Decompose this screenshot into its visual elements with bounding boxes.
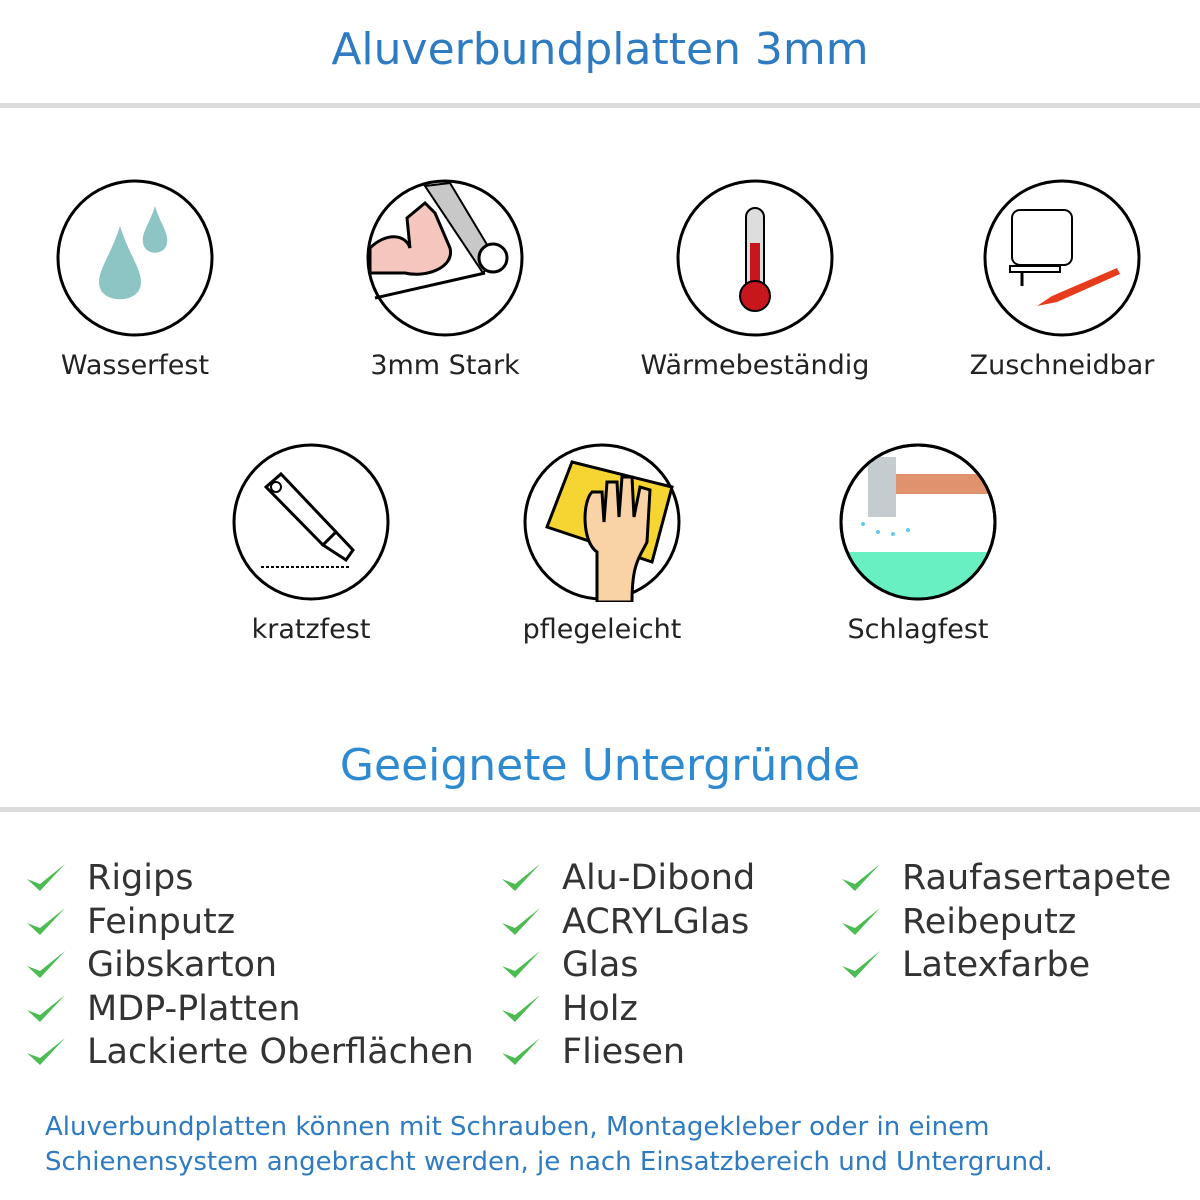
checkmark-icon bbox=[27, 951, 65, 978]
hand-cloth-icon bbox=[523, 443, 681, 602]
checkmark-icon bbox=[502, 907, 540, 935]
surface-label: Fliesen bbox=[562, 1032, 686, 1072]
feature-label: Wasserfest bbox=[60, 350, 210, 381]
feature-wasserfest: Wasserfest bbox=[5, 178, 265, 381]
checkmark-icon bbox=[842, 951, 880, 978]
surface-label: Latexfarbe bbox=[902, 945, 1091, 985]
feature-zuschneidbar: Zuschneidbar bbox=[932, 178, 1192, 381]
feature-label: Schlagfest bbox=[847, 614, 989, 645]
surface-label: ACRYLGlas bbox=[562, 901, 750, 942]
hammer-icon bbox=[839, 443, 997, 601]
divider bbox=[0, 807, 1200, 812]
surface-label: Feinputz bbox=[87, 901, 236, 942]
checkmark-icon bbox=[502, 951, 540, 978]
thermometer-icon bbox=[676, 179, 834, 337]
footer-note: Aluverbundplatten können mit Schrauben, … bbox=[45, 1110, 1195, 1180]
surface-item: Fliesen bbox=[500, 1030, 685, 1074]
feature-kratzfest: kratzfest bbox=[181, 442, 441, 645]
checkmark-icon bbox=[502, 994, 540, 1022]
surface-item: Alu-Dibond bbox=[500, 856, 755, 900]
feature-label: Wärmebeständig bbox=[640, 350, 870, 381]
jigsaw-cutter-icon bbox=[983, 179, 1141, 337]
surface-item: Lackierte Oberflächen bbox=[25, 1030, 474, 1074]
water-drops-icon bbox=[56, 179, 214, 337]
surface-label: Gibskarton bbox=[87, 945, 278, 985]
footer-line: Aluverbundplatten können mit Schrauben, … bbox=[45, 1112, 990, 1142]
surface-label: Raufasertapete bbox=[902, 858, 1172, 898]
surface-label: Holz bbox=[562, 988, 638, 1029]
surface-label: Reibeputz bbox=[902, 901, 1077, 942]
checkmark-icon bbox=[27, 864, 65, 891]
divider bbox=[0, 103, 1200, 108]
feature-label: kratzfest bbox=[251, 614, 371, 645]
feature-pflegeleicht: pflegeleicht bbox=[472, 442, 732, 645]
feature-label: pflegeleicht bbox=[522, 614, 682, 645]
checkmark-icon bbox=[842, 907, 880, 935]
feature-label: 3mm Stark bbox=[370, 350, 520, 381]
checkmark-icon bbox=[502, 864, 540, 891]
checkmark-icon bbox=[27, 994, 65, 1022]
surface-item: Holz bbox=[500, 987, 638, 1031]
feature-schlagfest: Schlagfest bbox=[788, 442, 1048, 645]
surface-item: Glas bbox=[500, 943, 639, 987]
checkmark-icon bbox=[27, 1038, 65, 1065]
feature-waermebestaendig: Wärmebeständig bbox=[625, 178, 885, 381]
strong-arm-icon bbox=[366, 179, 524, 337]
surface-item: MDP-Platten bbox=[25, 987, 301, 1031]
box-cutter-icon bbox=[232, 443, 390, 601]
surface-item: Reibeputz bbox=[840, 900, 1076, 944]
checkmark-icon bbox=[502, 1038, 540, 1065]
surface-label: MDP-Platten bbox=[87, 988, 301, 1029]
checkmark-icon bbox=[842, 864, 880, 891]
section-title: Geeignete Untergründe bbox=[339, 740, 861, 791]
page-title: Aluverbundplatten 3mm bbox=[331, 24, 869, 75]
feature-label: Zuschneidbar bbox=[969, 350, 1155, 381]
surface-label: Alu-Dibond bbox=[562, 858, 756, 898]
checkmark-icon bbox=[27, 907, 65, 935]
surface-item: Raufasertapete bbox=[840, 856, 1171, 900]
surface-item: Feinputz bbox=[25, 900, 235, 944]
surface-item: Gibskarton bbox=[25, 943, 277, 987]
feature-3mm-stark: 3mm Stark bbox=[315, 178, 575, 381]
surface-label: Rigips bbox=[87, 858, 194, 898]
surface-item: Latexfarbe bbox=[840, 943, 1090, 987]
surface-label: Lackierte Oberflächen bbox=[87, 1032, 474, 1072]
surface-label: Glas bbox=[562, 945, 639, 985]
footer-line: Schienensystem angebracht werden, je nac… bbox=[45, 1147, 1053, 1177]
surface-item: ACRYLGlas bbox=[500, 900, 749, 944]
surface-item: Rigips bbox=[25, 856, 193, 900]
